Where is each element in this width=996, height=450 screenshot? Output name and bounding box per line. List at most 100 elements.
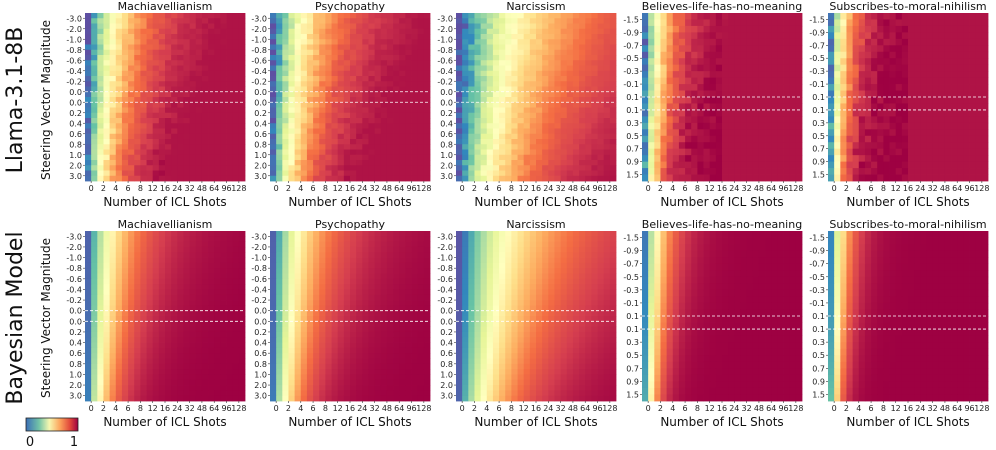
heatmap-cell	[158, 231, 166, 237]
heatmap-cell	[201, 321, 209, 328]
heatmap-cell	[374, 128, 382, 135]
heatmap-cell	[380, 154, 388, 161]
heatmap-cell	[152, 257, 160, 264]
y-tick-label: -2.0	[437, 25, 453, 34]
heatmap-cell	[337, 70, 345, 77]
heatmap-cell	[399, 86, 406, 93]
heatmap-cell	[597, 81, 605, 87]
heatmap-cell	[542, 49, 549, 56]
heatmap-cell	[183, 395, 191, 402]
heatmap-cell	[393, 144, 400, 150]
heatmap-cell	[411, 123, 419, 129]
heatmap-cell	[97, 118, 104, 124]
heatmap-cell	[765, 64, 772, 72]
heatmap-cell	[411, 70, 419, 77]
heatmap-cell	[220, 385, 227, 391]
heatmap-cell	[238, 86, 246, 93]
heatmap-cell	[313, 60, 320, 66]
heatmap-cell	[877, 51, 884, 59]
heatmap-cell	[468, 107, 475, 114]
heatmap-cell	[523, 144, 531, 150]
heatmap-cell	[840, 32, 847, 40]
heatmap-cell	[220, 231, 227, 237]
heatmap-cell	[368, 23, 376, 30]
heatmap-cell	[109, 123, 117, 129]
heatmap-cell	[417, 170, 425, 177]
heatmap-cell	[306, 18, 314, 24]
heatmap-cell	[362, 86, 369, 93]
heatmap-cell	[380, 165, 388, 171]
heatmap-cell	[350, 49, 357, 56]
x-tick-label: 12	[148, 184, 158, 193]
heatmap-cell	[158, 28, 166, 35]
heatmap-cell	[840, 51, 847, 59]
heatmap-cell	[171, 23, 178, 30]
heatmap-cell	[356, 149, 363, 156]
heatmap-cell	[783, 155, 791, 163]
heatmap-cell	[183, 123, 191, 129]
heatmap-cell	[171, 70, 178, 77]
heatmap-cell	[505, 97, 512, 103]
heatmap-cell	[165, 294, 172, 301]
heatmap-cell	[103, 331, 111, 338]
x-tick-label: 4	[856, 184, 861, 193]
heatmap-cell	[91, 23, 98, 30]
heatmap-cell	[795, 116, 803, 124]
heatmap-cell	[201, 390, 209, 397]
heatmap-cell	[158, 149, 166, 156]
heatmap-cell	[152, 374, 160, 381]
heatmap-cell	[603, 118, 611, 124]
heatmap-cell	[511, 39, 518, 45]
heatmap-cell	[486, 175, 494, 182]
heatmap-cell	[91, 49, 98, 56]
heatmap-cell	[208, 160, 215, 166]
heatmap-cell	[746, 116, 754, 124]
heatmap-cell	[325, 86, 332, 93]
heatmap-cell	[542, 144, 549, 150]
heatmap-cell	[343, 49, 351, 56]
heatmap-cell	[889, 77, 897, 85]
heatmap-cell	[468, 118, 475, 124]
heatmap-cell	[579, 144, 586, 150]
heatmap-cell	[975, 109, 983, 117]
heatmap-cell	[480, 23, 488, 30]
heatmap-cell	[374, 44, 382, 51]
heatmap-cell	[417, 149, 425, 156]
heatmap-cell	[957, 84, 964, 91]
heatmap-cell	[103, 300, 111, 306]
heatmap-cell	[146, 65, 154, 72]
heatmap-cell	[214, 81, 221, 87]
heatmap-cell	[368, 91, 376, 98]
heatmap-cell	[152, 13, 160, 19]
heatmap-cell	[456, 34, 463, 40]
heatmap-cell	[740, 71, 748, 79]
heatmap-cell	[189, 252, 197, 258]
heatmap-cell	[356, 139, 363, 145]
heatmap-cell	[411, 112, 419, 119]
x-tick-label: 16	[531, 184, 541, 193]
heatmap-cell	[901, 155, 909, 163]
heatmap-cell	[603, 170, 611, 177]
heatmap-cell	[208, 34, 215, 40]
heatmap-cell	[208, 337, 215, 343]
heatmap-cell	[678, 148, 686, 156]
heatmap-cell	[140, 273, 147, 280]
heatmap-cell	[238, 70, 246, 77]
heatmap-cell	[325, 28, 332, 35]
heatmap-cell	[480, 144, 488, 150]
x-axis-label: Number of ICL Shots	[474, 195, 597, 209]
heatmap-cell	[362, 18, 369, 24]
heatmap-cell	[864, 58, 872, 66]
heatmap-cell	[846, 97, 854, 104]
heatmap-cell	[499, 139, 506, 145]
heatmap-cell	[152, 76, 160, 82]
heatmap-cell	[226, 326, 234, 333]
heatmap-cell	[103, 326, 111, 333]
heatmap-cell	[417, 107, 425, 114]
heatmap-cell	[238, 154, 246, 161]
heatmap-cell	[505, 128, 512, 135]
heatmap-cell	[386, 49, 394, 56]
heatmap-cell	[685, 148, 692, 156]
heatmap-cell	[672, 116, 680, 124]
heatmap-cell	[337, 81, 345, 87]
